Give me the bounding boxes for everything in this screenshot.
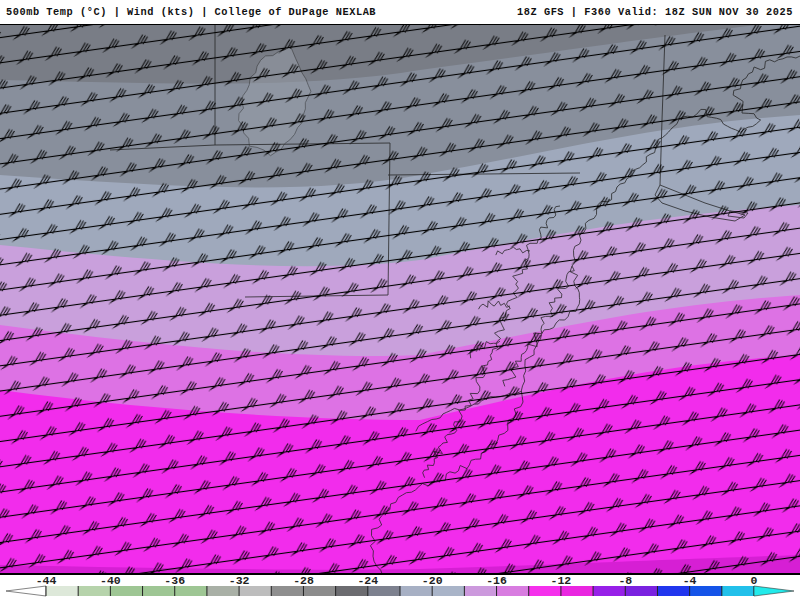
svg-text:-44: -44 xyxy=(36,575,57,587)
svg-text:-20: -20 xyxy=(422,575,443,587)
svg-text:-40: -40 xyxy=(100,575,121,587)
svg-text:-8: -8 xyxy=(618,575,632,587)
svg-text:-4: -4 xyxy=(683,575,697,587)
svg-text:-16: -16 xyxy=(486,575,507,587)
svg-text:0: 0 xyxy=(751,575,758,587)
svg-text:-12: -12 xyxy=(551,575,572,587)
svg-text:-36: -36 xyxy=(164,575,185,587)
svg-text:-28: -28 xyxy=(293,575,314,587)
svg-text:-32: -32 xyxy=(229,575,250,587)
svg-text:-24: -24 xyxy=(357,575,378,587)
